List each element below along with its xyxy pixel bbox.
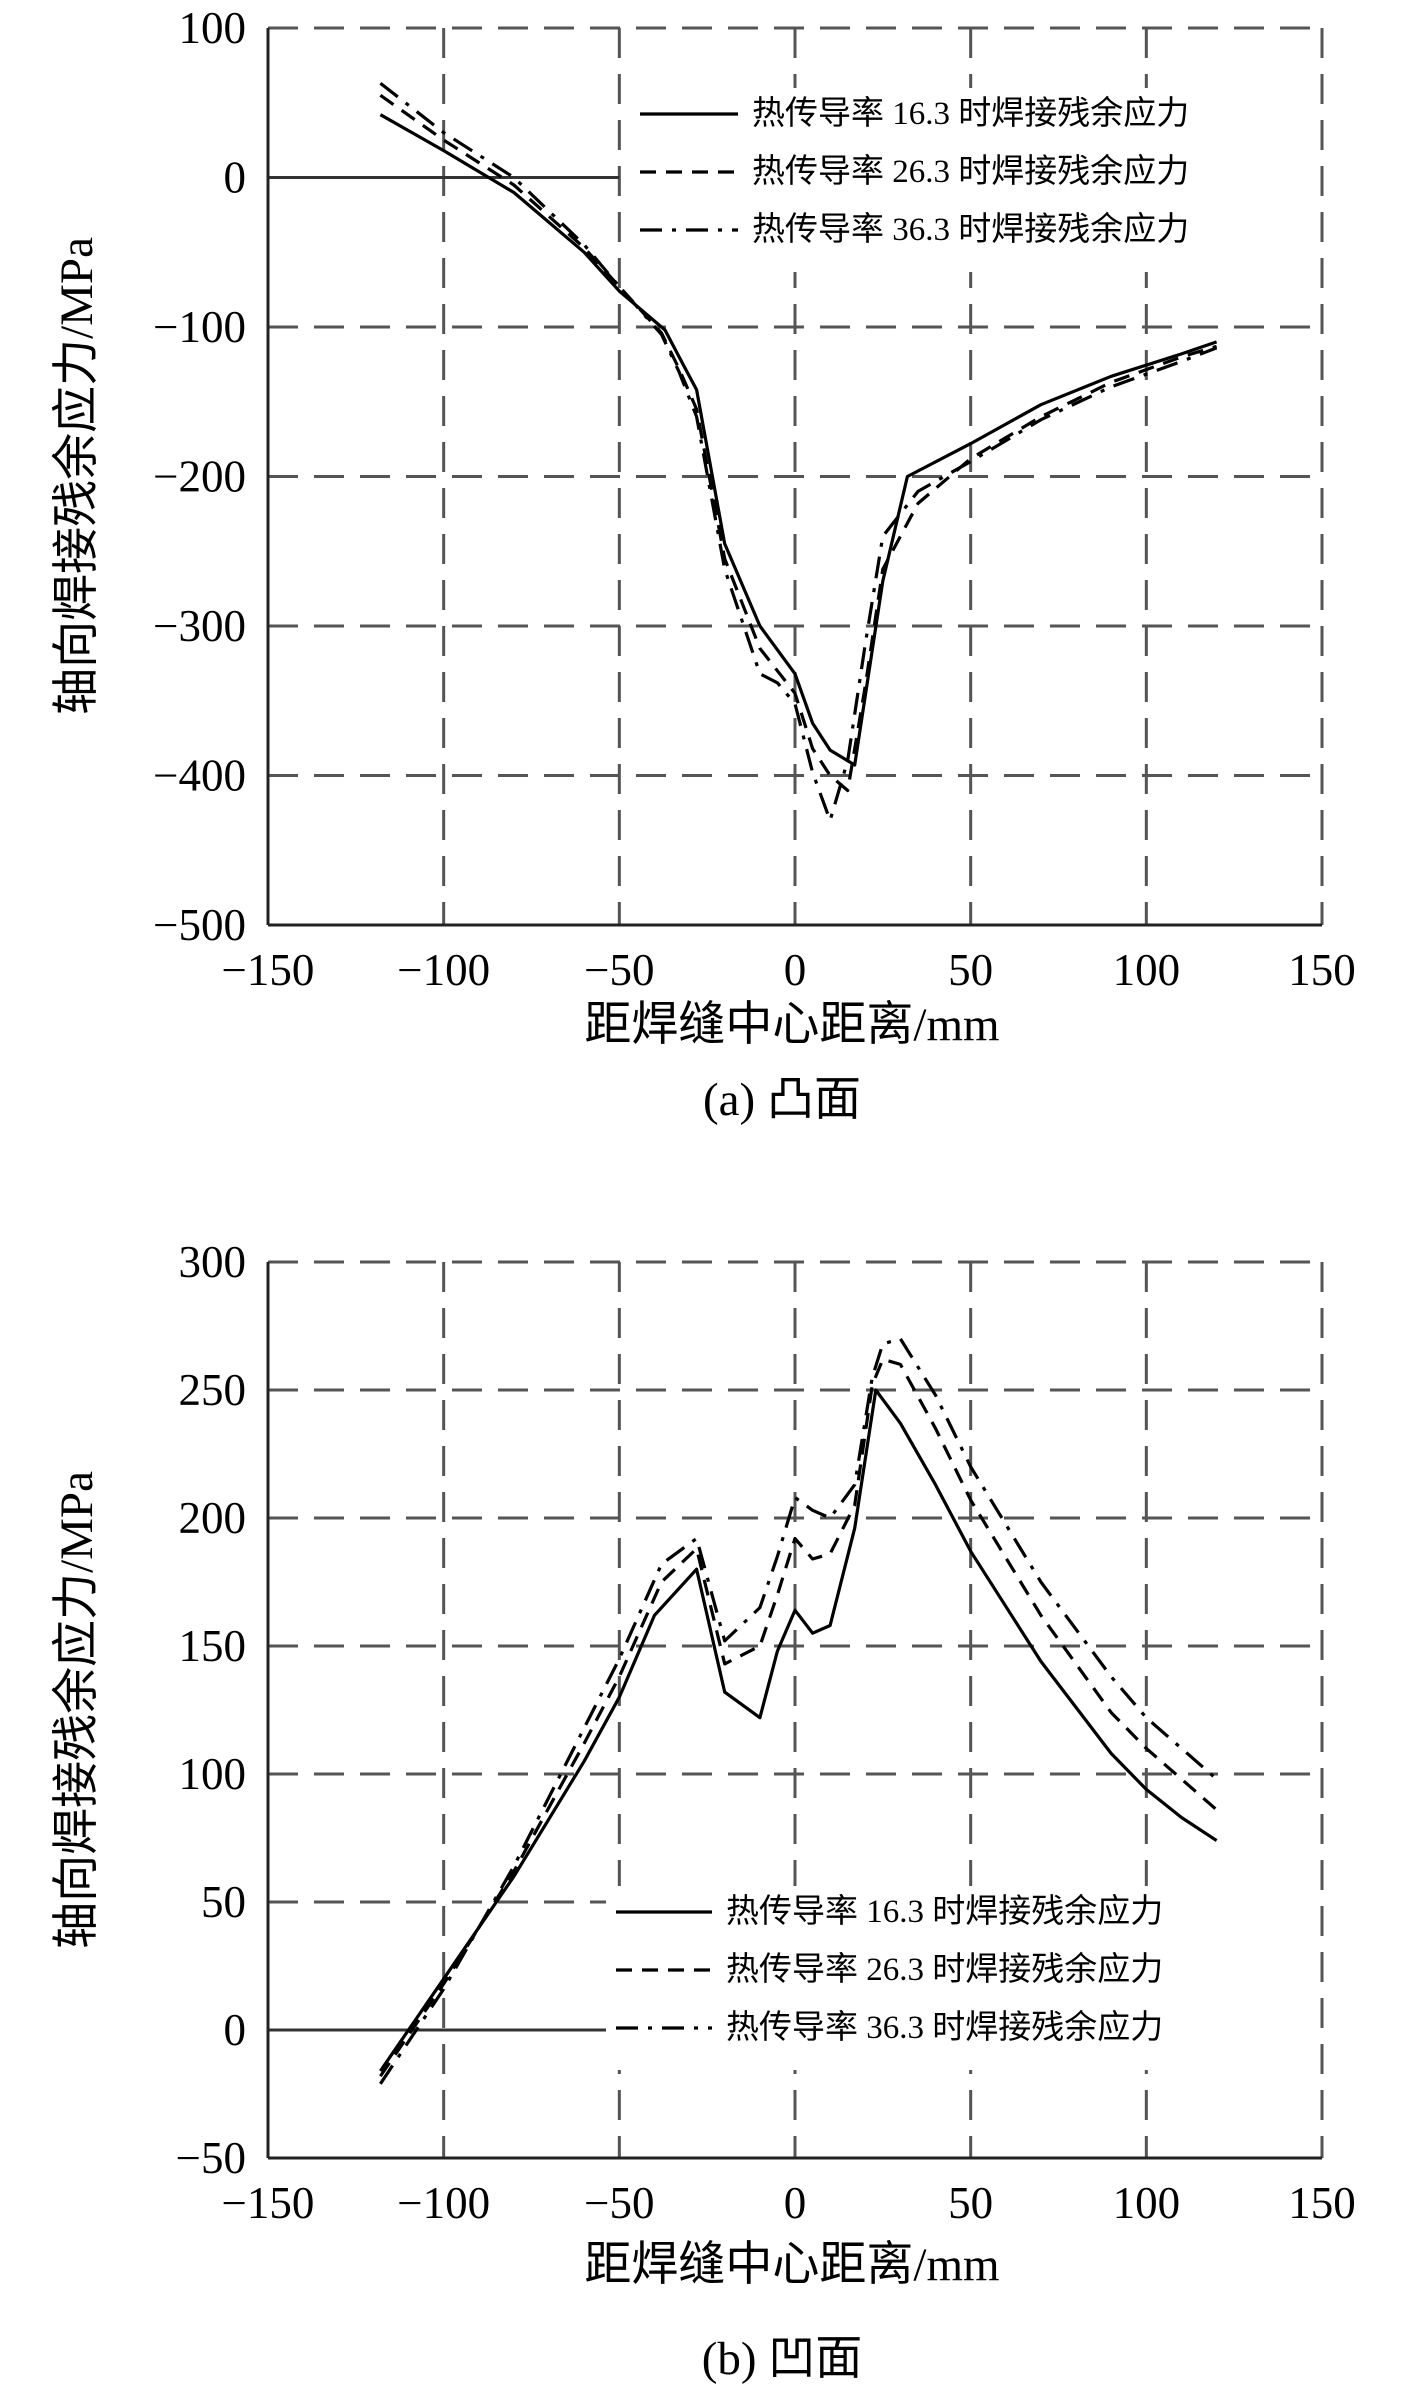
subcaption: (b) 凹面 — [702, 2333, 863, 2385]
y-tick-label: 0 — [224, 2005, 247, 2055]
series-line-solid — [379, 113, 1218, 767]
x-tick-label: −150 — [222, 2178, 315, 2228]
chart-a: −150 −100 −50 0 50 100 150−500−400−300−200−100… — [51, 3, 1356, 1126]
y-tick-label: −300 — [153, 601, 246, 651]
legend-background — [606, 1886, 1320, 2070]
legend-label: 热传导率 36.3 时焊接残余应力 — [726, 2009, 1163, 2046]
legend-label: 热传导率 16.3 时焊接残余应力 — [726, 1893, 1163, 1930]
subcaption: (a) 凸面 — [703, 1074, 861, 1126]
x-axis-label: 距焊缝中心距离/mm — [584, 999, 999, 1051]
y-tick-label: 100 — [179, 1749, 247, 1799]
legend-label: 热传导率 16.3 时焊接残余应力 — [752, 95, 1189, 132]
x-tick-label: −150 — [222, 945, 315, 995]
series-line-dashed — [379, 93, 1218, 793]
y-tick-label: −50 — [176, 2133, 246, 2183]
y-tick-label: −100 — [153, 302, 246, 352]
x-tick-label: 0 — [784, 2178, 807, 2228]
y-tick-label: 0 — [224, 153, 247, 203]
series-line-solid — [379, 1388, 1218, 2072]
y-tick-label: −200 — [153, 452, 246, 502]
y-tick-label: 100 — [179, 3, 247, 53]
x-tick-label: −50 — [584, 2178, 654, 2228]
x-tick-label: 100 — [1113, 945, 1181, 995]
y-tick-label: −400 — [153, 751, 246, 801]
series-line-dashdot — [379, 1337, 1218, 2085]
x-tick-label: −50 — [584, 945, 654, 995]
series-line-dashed — [379, 1357, 1218, 2078]
x-tick-label: 150 — [1288, 2178, 1356, 2228]
legend-label: 热传导率 26.3 时焊接残余应力 — [752, 153, 1189, 190]
legend-label: 热传导率 26.3 时焊接残余应力 — [726, 1951, 1163, 1988]
x-tick-label: 50 — [948, 945, 993, 995]
x-tick-label: 150 — [1288, 945, 1356, 995]
y-tick-label: 300 — [179, 1237, 247, 1287]
y-tick-label: 250 — [179, 1365, 247, 1415]
x-tick-label: −100 — [397, 945, 490, 995]
y-tick-label: 50 — [201, 1877, 246, 1927]
y-tick-label: −500 — [153, 900, 246, 950]
x-tick-label: 0 — [784, 945, 807, 995]
x-axis-label: 距焊缝中心距离/mm — [584, 2239, 999, 2291]
y-tick-label: 200 — [179, 1493, 247, 1543]
y-axis-label: 轴向焊接残余应力/MPa — [51, 1471, 103, 1949]
y-tick-label: 150 — [179, 1621, 247, 1671]
legend-label: 热传导率 36.3 时焊接残余应力 — [752, 211, 1189, 248]
chart-b: −150 −100 −50 0 50 100 150 −50 0 50 100 150 200 250 30… — [51, 1237, 1356, 2385]
x-tick-label: 100 — [1113, 2178, 1181, 2228]
legend-background — [630, 88, 1320, 272]
x-tick-label: 50 — [948, 2178, 993, 2228]
y-axis-label: 轴向焊接残余应力/MPa — [51, 237, 103, 715]
series-line-dashdot — [379, 82, 1218, 823]
x-tick-label: −100 — [397, 2178, 490, 2228]
